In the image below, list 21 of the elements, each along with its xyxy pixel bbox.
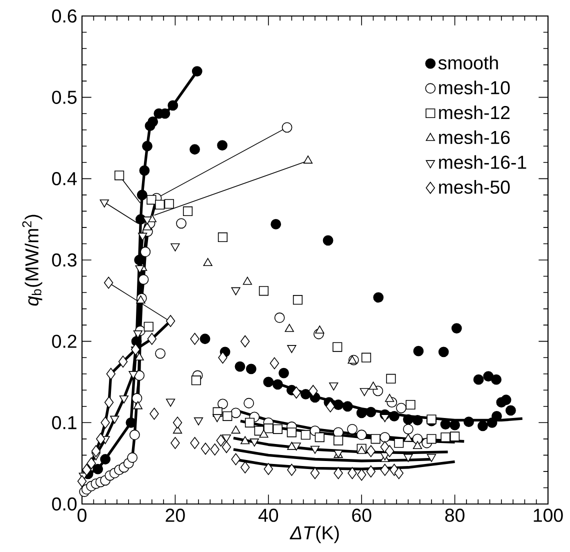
y-tick-label: 0.0 — [52, 497, 77, 511]
x-tick-label: 60 — [352, 508, 372, 522]
y-tick-label: 0.2 — [52, 334, 76, 348]
y-tick-label: 0.3 — [52, 253, 76, 267]
x-tick-label: 0 — [78, 508, 86, 522]
y-tick-label: 0.5 — [52, 90, 77, 104]
x-tick-label: 40 — [258, 508, 278, 522]
y-tick-label: 0.4 — [52, 172, 77, 186]
x-axis-title: ΔT(K) — [290, 526, 339, 544]
y-tick-label: 0.1 — [52, 416, 76, 430]
legend-label: mesh-10 — [439, 80, 510, 94]
x-tick-label: 80 — [445, 508, 464, 522]
x-tick-label: 100 — [534, 508, 563, 522]
y-axis-title: q$_{b}$(MW/m$^{2}$) — [22, 214, 42, 306]
legend-label: smooth — [438, 56, 498, 70]
legend-label: mesh-12 — [439, 105, 510, 120]
y-tick-label: 0.6 — [52, 9, 76, 23]
legend-label: mesh-16 — [439, 130, 510, 144]
legend-label: mesh-50 — [439, 180, 510, 194]
legend-label: mesh-16-1 — [439, 155, 526, 169]
x-tick-label: 20 — [166, 508, 185, 522]
